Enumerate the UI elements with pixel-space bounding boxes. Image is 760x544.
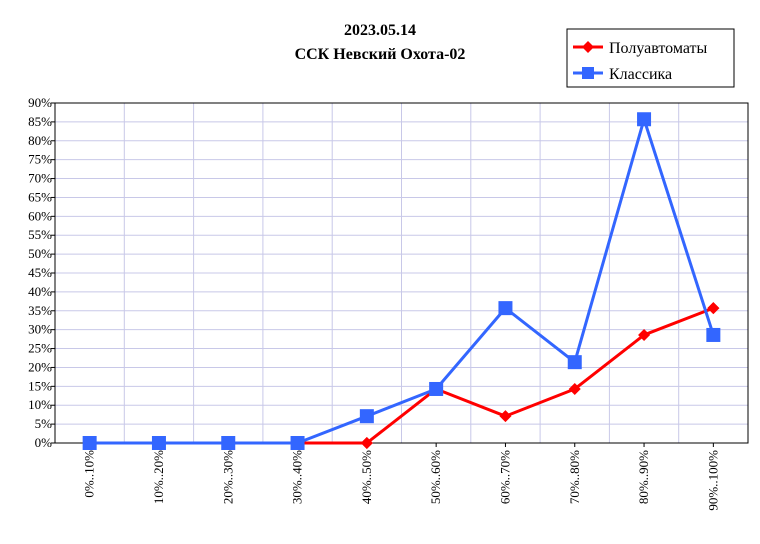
data-point-square [221, 436, 236, 450]
x-tick-label: 20%..30% [220, 450, 235, 504]
series-layer [82, 112, 721, 450]
y-tick-label: 75% [28, 152, 52, 167]
legend-label-poluavtomaty: Полуавтоматы [609, 40, 708, 57]
series-line-1 [89, 117, 715, 445]
y-tick-label: 20% [28, 359, 52, 374]
y-tick-label: 50% [28, 246, 52, 261]
plot-area: 0% 5% 10% 15% 20% 25% 30% 35% 40% 45% 50% 55% 60% 65%… [28, 95, 749, 511]
chart-title: 2023.05.14 [344, 22, 416, 39]
x-axis-ticks: 0%..10% 10%..20% 20%..30% 30%..40% 40%..50% 5… [82, 443, 720, 511]
y-tick-label: 85% [28, 114, 52, 129]
data-point-square [82, 436, 97, 450]
data-point-square [706, 327, 721, 342]
x-tick-label: 40%..50% [359, 450, 374, 504]
data-point-square [429, 381, 444, 396]
y-tick-label: 80% [28, 133, 52, 148]
y-tick-label: 10% [28, 397, 52, 412]
x-tick-label: 60%..70% [497, 450, 512, 504]
y-tick-label: 30% [28, 322, 52, 337]
data-point-square [359, 409, 374, 424]
y-tick-label: 25% [28, 341, 52, 356]
legend-marker-poluavtomaty [582, 41, 594, 53]
data-point-square [498, 301, 513, 316]
y-tick-label: 65% [28, 189, 52, 204]
grid-lines [55, 102, 748, 443]
data-point-square [151, 436, 166, 450]
y-tick-label: 15% [28, 378, 52, 393]
x-tick-label: 30%..40% [290, 450, 305, 504]
x-tick-label: 0%..10% [82, 450, 97, 498]
y-tick-label: 70% [28, 171, 52, 186]
y-tick-label: 0% [35, 435, 53, 450]
y-tick-label: 60% [28, 208, 52, 223]
y-tick-label: 90% [28, 95, 52, 110]
legend-box [566, 28, 735, 88]
data-point-diamond [499, 410, 512, 423]
x-tick-label: 50%..60% [428, 450, 443, 504]
x-tick-label: 90%..100% [705, 450, 720, 511]
data-point-square [567, 355, 582, 370]
data-point-square [637, 112, 652, 127]
legend: Полуавтоматы Классика [566, 28, 735, 88]
data-point-diamond-top [707, 302, 720, 315]
y-tick-label: 5% [35, 416, 53, 431]
legend-label-klassika: Классика [609, 66, 672, 83]
chart-subtitle: ССК Невский Охота-02 [295, 46, 466, 63]
y-tick-label: 55% [28, 227, 52, 242]
x-tick-label: 10%..20% [151, 450, 166, 504]
y-tick-label: 45% [28, 265, 52, 280]
x-tick-label: 70%..80% [567, 450, 582, 504]
y-tick-label: 40% [28, 284, 52, 299]
y-tick-label: 35% [28, 303, 52, 318]
y-axis-ticks: 0% 5% 10% 15% 20% 25% 30% 35% 40% 45% 50% 55% 60% 65%… [28, 95, 55, 450]
legend-marker-klassika [582, 67, 594, 79]
data-point-square [290, 436, 305, 450]
x-tick-label: 80%..90% [636, 450, 651, 504]
data-point-diamond [638, 328, 651, 341]
data-point-diamond-top [360, 437, 373, 449]
data-point-diamond [568, 382, 581, 395]
